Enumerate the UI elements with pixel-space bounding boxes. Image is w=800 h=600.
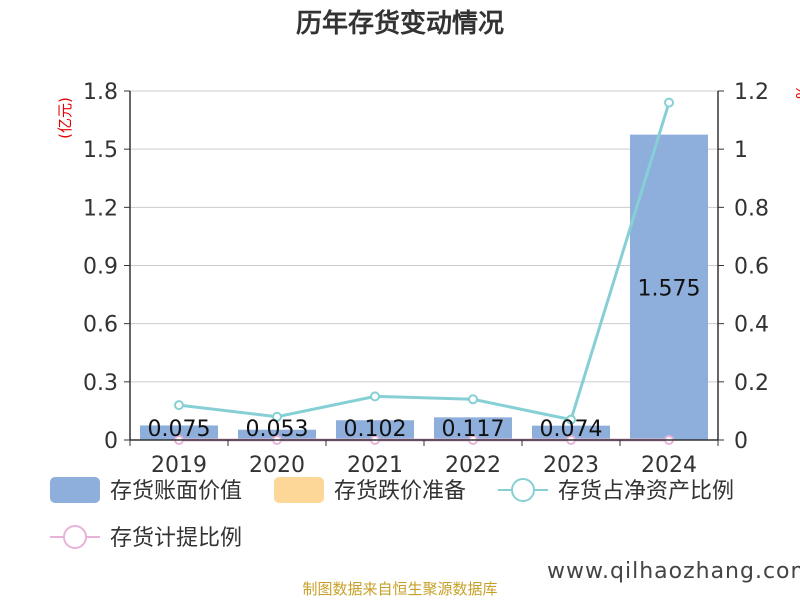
x-tick-label: 2021 (347, 453, 403, 478)
bar-data-label: 1.575 (638, 276, 701, 301)
line-point (468, 394, 478, 405)
bar-data-label: 0.074 (540, 417, 603, 442)
bar (238, 429, 316, 440)
right-axis-unit: % (792, 85, 800, 99)
chart-title: 历年存货变动情况 (296, 8, 504, 39)
line-series (174, 97, 674, 445)
axes (124, 90, 724, 446)
line-point (566, 414, 576, 425)
right-tick-label: 0.4 (734, 313, 769, 338)
right-tick-label: 1.2 (734, 80, 769, 105)
left-axis-unit: (亿元) (56, 97, 74, 139)
gridlines (130, 90, 718, 383)
x-tick-label: 2020 (249, 453, 305, 478)
legend-label: 存货计提比例 (110, 526, 242, 551)
legend-label: 存货占净资产比例 (558, 479, 734, 504)
line-point (272, 411, 282, 422)
legend-swatch-marker (63, 525, 87, 549)
legend-swatch-marker (511, 478, 535, 502)
left-tick-label: 0.3 (83, 371, 118, 396)
x-tick-label: 2023 (543, 453, 599, 478)
bar-data-label: 0.075 (148, 417, 211, 442)
x-tick-label: 2024 (641, 453, 697, 478)
left-tick-label: 1.5 (83, 138, 118, 163)
line-point (370, 391, 380, 402)
right-tick-label: 0.2 (734, 371, 769, 396)
series-line (178, 102, 671, 422)
right-tick-label: 0.6 (734, 255, 769, 280)
legend-swatch (274, 477, 324, 503)
left-tick-label: 0.6 (83, 313, 118, 338)
legend-swatch (50, 477, 100, 503)
bar (336, 420, 414, 440)
bar-data-label: 0.117 (442, 417, 505, 442)
left-tick-label: 1.8 (83, 80, 118, 105)
x-tick-label: 2019 (151, 453, 207, 478)
bar-data-label: 0.053 (246, 417, 309, 442)
bar-series (140, 134, 708, 440)
x-tick-label: 2022 (445, 453, 501, 478)
line-point (664, 97, 674, 108)
legend-label: 存货账面价值 (110, 479, 242, 504)
line-point (174, 400, 184, 411)
left-tick-label: 1.2 (83, 196, 118, 221)
watermark: www.qilhaozhang.com (547, 559, 800, 584)
right-tick-label: 1 (734, 138, 748, 163)
right-tick-label: 0 (734, 429, 748, 454)
right-tick-label: 0.8 (734, 196, 769, 221)
bar (140, 425, 218, 440)
left-tick-label: 0 (104, 429, 118, 454)
bar (532, 425, 610, 440)
bar-data-label: 0.102 (344, 417, 407, 442)
legend-label: 存货跌价准备 (334, 479, 466, 504)
source-note: 制图数据来自恒生聚源数据库 (302, 580, 497, 598)
left-tick-label: 0.9 (83, 255, 118, 280)
bar-data-labels: 0.075 0.053 0.102 0.117 0.074 1.575 (148, 276, 701, 442)
bar (434, 417, 512, 440)
tick-labels: 0 0.3 0.6 0.9 1.2 1.5 1.8 0 0.2 0.4 0.6 0.8 1 1.2 2019… (83, 80, 769, 478)
